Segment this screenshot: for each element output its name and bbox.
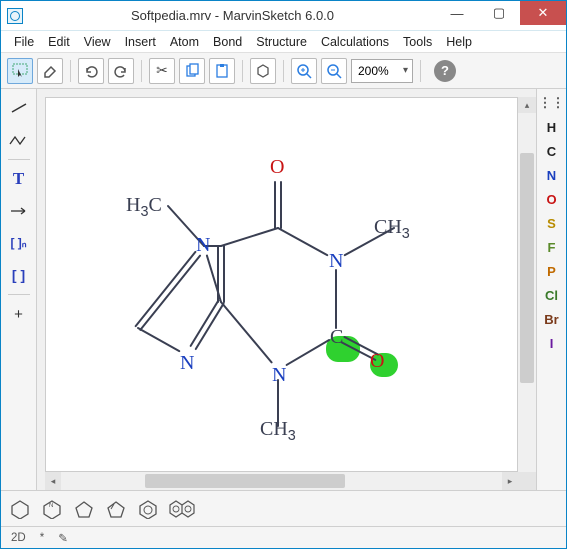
help-button[interactable]: ? [434,60,456,82]
atom-label-N3[interactable]: N [180,352,194,375]
select-rect-tool[interactable] [7,58,33,84]
menu-insert[interactable]: Insert [118,33,163,51]
menu-structure[interactable]: Structure [249,33,314,51]
benzene-template[interactable] [137,499,159,519]
arrow-tool[interactable] [5,198,33,224]
menu-bond[interactable]: Bond [206,33,249,51]
vertical-scrollbar[interactable] [518,97,536,472]
zoom-out-button[interactable] [321,58,347,84]
menu-atom[interactable]: Atom [163,33,206,51]
atom-label-N8[interactable]: N [272,364,286,387]
chain-tool[interactable] [5,127,33,153]
drawing-canvas[interactable]: N H3C N O N CH3 C O N CH3 [45,97,518,472]
brackets-tool[interactable]: [ ] [5,262,33,288]
cut-button[interactable]: ✂ [149,58,175,84]
erase-tool[interactable] [37,58,63,84]
status-mode: 2D [11,532,26,544]
close-button[interactable]: ✕ [520,1,566,25]
element-p[interactable]: P [547,264,556,279]
horizontal-scrollbar[interactable] [45,472,518,490]
undo-button[interactable] [78,58,104,84]
atom-label-C1m[interactable]: H3C [126,194,162,220]
menu-help[interactable]: Help [439,33,479,51]
element-o[interactable]: O [546,192,556,207]
menubar: FileEditViewInsertAtomBondStructureCalcu… [1,31,566,53]
titlebar[interactable]: Softpedia.mrv - MarvinSketch 6.0.0 — ▢ ✕ [1,1,566,31]
single-bond-tool[interactable] [5,95,33,121]
cyclopentadiene-template[interactable] [105,499,127,519]
atom-label-O5[interactable]: O [270,156,284,179]
atom-label-C6m[interactable]: CH3 [374,216,410,242]
statusbar: 2D * ✎ [1,526,566,548]
pyridine-template[interactable]: N [41,499,63,519]
atom-label-O7[interactable]: O [370,350,384,373]
text-tool[interactable]: T [5,166,33,192]
molecule-bonds [46,98,517,471]
atom-label-C8m[interactable]: CH3 [260,418,296,444]
copy-button[interactable] [179,58,205,84]
template-toolbar: N [1,490,566,526]
zoom-in-button[interactable] [291,58,317,84]
window-controls: — ▢ ✕ [436,1,566,30]
element-i[interactable]: I [550,336,554,351]
element-f[interactable]: F [548,240,556,255]
menu-edit[interactable]: Edit [41,33,77,51]
cyclohexane-template[interactable] [9,499,31,519]
brackets-n-tool[interactable]: [ ]ₙ [5,230,33,256]
clean-button[interactable] [250,58,276,84]
minimize-button[interactable]: — [436,1,478,25]
element-panel: ⋮⋮ HCNOSFP Cl Br I [536,89,566,490]
canvas-area: N H3C N O N CH3 C O N CH3 [37,89,536,490]
cyclopentane-template[interactable] [73,499,95,519]
plus-tool[interactable]: + [5,301,33,327]
svg-text:N: N [49,503,53,509]
element-h[interactable]: H [547,120,556,135]
maximize-button[interactable]: ▢ [478,1,520,25]
app-icon [7,8,23,24]
app-window: Softpedia.mrv - MarvinSketch 6.0.0 — ▢ ✕… [0,0,567,549]
element-s[interactable]: S [547,216,556,231]
menu-calculations[interactable]: Calculations [314,33,396,51]
atom-label-N6[interactable]: N [329,250,343,273]
element-n[interactable]: N [547,168,556,183]
element-cl[interactable]: Cl [545,288,558,303]
element-br[interactable]: Br [544,312,558,327]
menu-file[interactable]: File [7,33,41,51]
window-title: Softpedia.mrv - MarvinSketch 6.0.0 [29,8,436,23]
left-toolbar: T [ ]ₙ [ ] + [1,89,37,490]
menu-view[interactable]: View [77,33,118,51]
element-periodic-table[interactable]: ⋮⋮ [539,95,565,111]
status-tool: ✎ [58,531,68,545]
redo-button[interactable] [108,58,134,84]
element-c[interactable]: C [547,144,556,159]
atom-label-N1[interactable]: N [196,234,210,257]
menu-tools[interactable]: Tools [396,33,439,51]
paste-button[interactable] [209,58,235,84]
naphthalene-template[interactable] [169,499,197,519]
zoom-select[interactable]: 200% [351,59,413,83]
atom-label-C7[interactable]: C [330,326,343,349]
work-area: T [ ]ₙ [ ] + NH3CNONCH3CONCH3 ⋮⋮HCNOSFPC… [1,89,566,490]
main-toolbar: ✂ 200% ? [1,53,566,89]
status-modified: * [40,532,44,544]
